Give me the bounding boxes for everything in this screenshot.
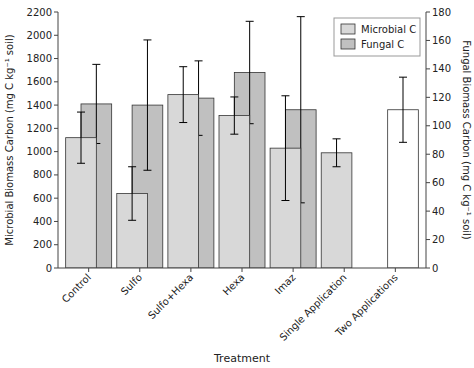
bar bbox=[219, 116, 250, 268]
y-axis-label: Microbial Biomass Carbon (mg C kg⁻¹ soil… bbox=[4, 34, 15, 245]
y-tick-label: 1400 bbox=[27, 100, 52, 111]
legend: Microbial C Fungal C bbox=[334, 18, 420, 56]
y-tick bbox=[54, 198, 58, 199]
y-tick-label: 1000 bbox=[27, 146, 52, 157]
y2-tick bbox=[426, 97, 430, 98]
x-tick bbox=[88, 268, 89, 272]
y-tick bbox=[54, 105, 58, 106]
y2-tick bbox=[426, 68, 430, 69]
y-tick bbox=[54, 58, 58, 59]
y-tick bbox=[54, 35, 58, 36]
y2-tick bbox=[426, 40, 430, 41]
y-tick bbox=[54, 128, 58, 129]
y-tick bbox=[54, 174, 58, 175]
error-bar bbox=[246, 21, 254, 123]
error-bar bbox=[143, 40, 151, 170]
x-tick-label: Two Applications bbox=[333, 272, 400, 339]
x-tick-label: Hexa bbox=[221, 272, 247, 298]
x-tick bbox=[395, 268, 396, 272]
legend-swatch bbox=[341, 39, 355, 49]
error-bar bbox=[281, 96, 289, 201]
y-tick bbox=[54, 221, 58, 222]
y2-tick-label: 140 bbox=[432, 63, 451, 74]
y-tick bbox=[54, 244, 58, 245]
error-bar bbox=[179, 67, 187, 123]
y-tick-label: 2200 bbox=[27, 7, 52, 18]
y-tick-label: 800 bbox=[33, 169, 52, 180]
y2-tick bbox=[426, 125, 430, 126]
y-tick bbox=[54, 268, 58, 269]
y2-tick-label: 80 bbox=[432, 149, 445, 160]
y-tick bbox=[54, 81, 58, 82]
y2-tick-label: 20 bbox=[432, 234, 445, 245]
y-tick-label: 1600 bbox=[27, 76, 52, 87]
y-tick-label: 1800 bbox=[27, 53, 52, 64]
y2-tick-label: 160 bbox=[432, 35, 451, 46]
error-bar bbox=[230, 97, 238, 134]
x-tick-label: Control bbox=[60, 272, 93, 305]
y2-tick-label: 120 bbox=[432, 92, 451, 103]
error-bar bbox=[333, 139, 341, 167]
y2-tick bbox=[426, 154, 430, 155]
error-bar bbox=[92, 64, 100, 143]
bar bbox=[321, 153, 352, 268]
y2-tick bbox=[426, 12, 430, 13]
error-bar bbox=[128, 167, 136, 221]
x-axis-label: Treatment bbox=[213, 352, 271, 365]
y2-tick bbox=[426, 211, 430, 212]
legend-swatch bbox=[341, 24, 355, 34]
x-tick-label: Imaz bbox=[273, 272, 298, 297]
legend-label: Microbial C bbox=[361, 24, 416, 35]
chart: 0200400600800100012001400160018002000220… bbox=[0, 0, 474, 368]
x-tick bbox=[344, 268, 345, 272]
y2-axis-label: Fungal Biomass Carbon (mg C kg⁻¹ soil) bbox=[461, 40, 472, 240]
legend-label: Fungal C bbox=[361, 39, 404, 50]
x-tick-label: Sulfo+Hexa bbox=[146, 272, 196, 322]
y2-axis-line bbox=[426, 12, 427, 268]
y2-tick-label: 180 bbox=[432, 7, 451, 18]
y2-tick bbox=[426, 239, 430, 240]
x-tick bbox=[139, 268, 140, 272]
y-tick-label: 0 bbox=[46, 263, 52, 274]
y-tick-label: 600 bbox=[33, 193, 52, 204]
x-tick bbox=[242, 268, 243, 272]
y2-tick-label: 40 bbox=[432, 206, 445, 217]
y-tick bbox=[54, 12, 58, 13]
y2-tick-label: 0 bbox=[432, 263, 438, 274]
x-tick-label: Sulfo bbox=[119, 272, 145, 298]
x-tick bbox=[190, 268, 191, 272]
error-bar bbox=[399, 77, 407, 142]
y2-tick-label: 60 bbox=[432, 177, 445, 188]
y2-tick bbox=[426, 268, 430, 269]
y-tick bbox=[54, 151, 58, 152]
y-axis-line bbox=[58, 12, 59, 268]
y-tick-label: 400 bbox=[33, 216, 52, 227]
error-bar bbox=[77, 112, 85, 163]
y-tick-label: 2000 bbox=[27, 30, 52, 41]
y2-tick bbox=[426, 182, 430, 183]
legend-box bbox=[334, 18, 420, 56]
y-tick-label: 1200 bbox=[27, 123, 52, 134]
y-tick-label: 200 bbox=[33, 239, 52, 250]
y2-tick-label: 100 bbox=[432, 120, 451, 131]
x-tick bbox=[293, 268, 294, 272]
